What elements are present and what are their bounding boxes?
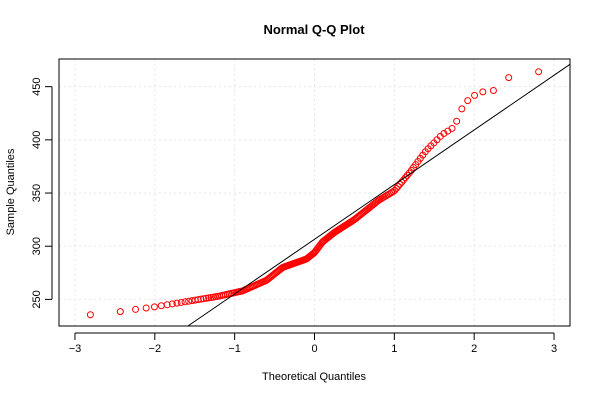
x-tick-label: 3 — [551, 343, 557, 355]
data-point — [181, 298, 189, 306]
data-point — [401, 174, 409, 182]
x-tick-label: −2 — [149, 343, 162, 355]
data-point — [177, 298, 185, 306]
data-point — [168, 300, 176, 308]
x-tick-label: 1 — [391, 343, 397, 355]
data-point — [464, 97, 472, 105]
x-axis-label: Theoretical Quantiles — [262, 371, 366, 383]
x-tick-label: −1 — [228, 343, 241, 355]
y-tick-label: 350 — [31, 184, 43, 202]
y-tick-label: 400 — [31, 131, 43, 149]
data-point — [116, 308, 124, 316]
data-point — [173, 299, 181, 307]
data-point — [505, 74, 513, 82]
reference-line — [187, 63, 571, 327]
data-point — [86, 311, 94, 319]
x-tick-label: 2 — [471, 343, 477, 355]
data-point — [471, 91, 479, 99]
x-tick-label: 0 — [311, 343, 317, 355]
data-point — [489, 86, 497, 94]
data-point — [142, 304, 150, 312]
x-axis: −3 −2 −1 0 1 2 3 — [69, 332, 557, 355]
data-point — [448, 124, 456, 132]
plot-frame — [58, 58, 571, 327]
y-tick-label: 450 — [31, 77, 43, 95]
y-axis-label: Sample Quantiles — [5, 148, 17, 235]
data-point — [394, 182, 402, 190]
x-tick-label: −3 — [69, 343, 82, 355]
y-tick-label: 250 — [31, 290, 43, 308]
data-point — [479, 88, 487, 96]
data-point — [535, 68, 543, 76]
data-point — [453, 117, 461, 125]
data-point — [132, 305, 140, 313]
data-point — [205, 294, 213, 302]
grid — [59, 59, 570, 326]
reference-line-group — [187, 63, 571, 327]
data-point — [200, 295, 208, 303]
y-axis: 250 300 350 400 450 — [31, 77, 53, 309]
data-point — [391, 186, 399, 194]
data-point — [202, 294, 210, 302]
data-point — [163, 301, 171, 309]
y-tick-label: 300 — [31, 237, 43, 255]
data-point — [197, 295, 205, 303]
data-point — [185, 297, 193, 305]
data-point — [392, 184, 400, 192]
data-points — [86, 68, 543, 319]
data-point — [150, 303, 158, 311]
chart-title: Normal Q-Q Plot — [263, 22, 365, 37]
data-point — [458, 105, 466, 113]
